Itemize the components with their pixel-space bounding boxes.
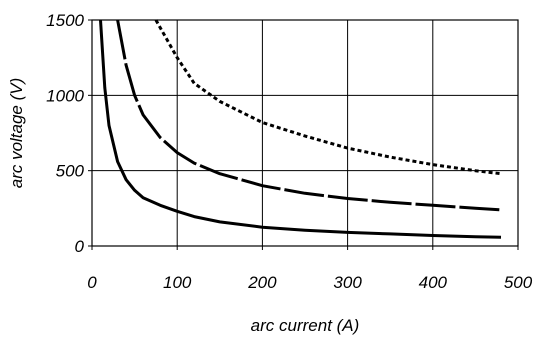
x-tick-label: 300 <box>333 273 362 292</box>
x-tick-label: 400 <box>419 273 448 292</box>
series-group <box>99 19 502 239</box>
series-line-2 <box>116 19 502 212</box>
y-axis-title: arc voltage (V) <box>7 78 26 189</box>
y-tick-label: 1500 <box>46 11 84 30</box>
y-tick-label: 500 <box>56 162 85 181</box>
x-tick-label: 0 <box>87 273 97 292</box>
series-line-1 <box>99 19 502 239</box>
grid-lines <box>92 20 518 246</box>
y-tick-label: 1000 <box>46 86 84 105</box>
x-tick-label: 500 <box>504 273 533 292</box>
x-tick-label: 100 <box>163 273 192 292</box>
series-line-3 <box>154 19 502 176</box>
x-tick-label: 200 <box>247 273 277 292</box>
y-tick-label: 0 <box>75 237 85 256</box>
plot-frame <box>91 19 519 247</box>
x-axis-title: arc current (A) <box>251 316 360 335</box>
y-axis-ticks: 0 500 1000 1500 <box>46 11 92 256</box>
x-axis-ticks: 0 100 200 300 400 500 <box>87 246 533 292</box>
